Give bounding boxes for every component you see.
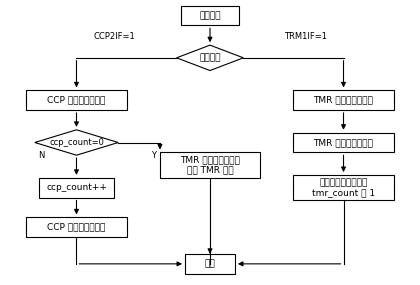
Text: Y: Y [151,151,156,160]
Text: 结束: 结束 [205,259,215,268]
FancyBboxPatch shape [26,90,126,110]
Text: CCP2IF=1: CCP2IF=1 [93,32,135,41]
FancyBboxPatch shape [294,175,394,200]
FancyBboxPatch shape [160,152,260,178]
Text: TMR 中断标志位清零: TMR 中断标志位清零 [314,96,373,105]
Text: 中断类型: 中断类型 [199,53,221,62]
Polygon shape [177,45,243,70]
Text: ccp_count=0: ccp_count=0 [49,138,104,147]
FancyBboxPatch shape [294,133,394,152]
Text: CCP 中断标志位清零: CCP 中断标志位清零 [47,96,106,105]
Text: N: N [38,151,44,160]
FancyBboxPatch shape [181,6,239,25]
FancyBboxPatch shape [294,90,394,110]
FancyBboxPatch shape [26,217,126,237]
Polygon shape [35,130,118,155]
Text: TMR 数据寄存器清零: TMR 数据寄存器清零 [314,138,373,147]
FancyBboxPatch shape [39,178,114,198]
Text: ccp_count++: ccp_count++ [46,183,107,192]
Text: TMR 数据寄存器清零
允许 TMR 中断: TMR 数据寄存器清零 允许 TMR 中断 [180,155,240,175]
FancyBboxPatch shape [185,254,235,274]
Text: 定时器中断计数变量
tmr_count 加 1: 定时器中断计数变量 tmr_count 加 1 [312,178,375,197]
Text: TRM1IF=1: TRM1IF=1 [284,32,328,41]
Text: CCP 中断标志位清零: CCP 中断标志位清零 [47,223,106,232]
Text: 中断程序: 中断程序 [199,11,221,20]
